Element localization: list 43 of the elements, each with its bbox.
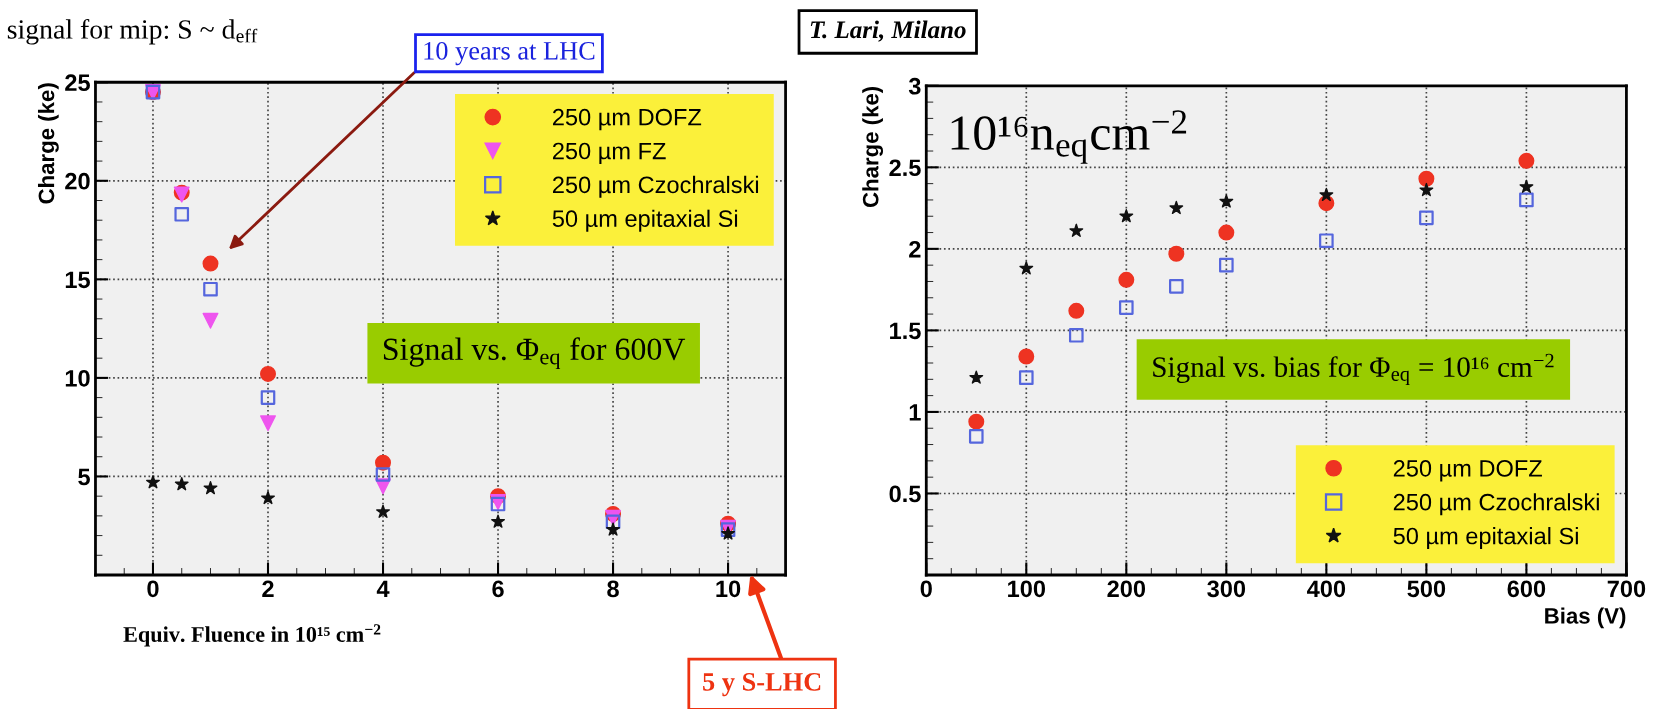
annotation: Signal vs. Φ$_{eq}$ for 600V xyxy=(383,337,686,369)
y-tick-label: 25 xyxy=(65,74,90,92)
y-axis-title: Charge (ke) xyxy=(862,86,884,208)
y-tick-label: 2.5 xyxy=(889,159,921,177)
legend-label: 50 µm epitaxial Si xyxy=(1393,527,1578,550)
x-tick-label: 300 xyxy=(1207,580,1246,598)
y-tick-label: 20 xyxy=(65,172,90,190)
legend-label: 250 µm Czochralski xyxy=(552,175,759,198)
legend-label: 250 µm FZ xyxy=(552,142,666,165)
text: 5 y S-LHC xyxy=(703,672,821,697)
x-tick-label: 6 xyxy=(492,580,504,598)
x-tick-label: 500 xyxy=(1407,580,1446,598)
x-tick-label: 4 xyxy=(376,580,390,597)
legend-label: 250 µm DOFZ xyxy=(1393,460,1542,482)
x-tick-label: 100 xyxy=(1008,580,1046,598)
text: 10 years at LHC xyxy=(424,41,595,66)
x-tick-label: 10 xyxy=(716,580,741,598)
y-tick-label: 3 xyxy=(908,77,921,95)
legend-label: 250 µm DOFZ xyxy=(552,108,702,131)
x-tick-label: 8 xyxy=(607,580,619,598)
y-tick-label: 5 xyxy=(78,468,90,486)
x-tick-label: 0 xyxy=(147,580,159,598)
legend-label: 50 µm epitaxial Si xyxy=(552,209,738,232)
y-axis-title: Charge (ke) xyxy=(37,83,59,204)
y-tick-label: 1 xyxy=(909,404,921,421)
x-axis-title: Equiv. Fluence in 10¹⁵ cm$^{−2}$ xyxy=(123,624,381,647)
x-tick-label: 700 xyxy=(1607,580,1646,598)
legend-label: 250 µm Czochralski xyxy=(1393,493,1599,516)
x-tick-label: 600 xyxy=(1507,580,1546,598)
x-tick-label: 200 xyxy=(1107,580,1146,598)
y-tick-label: 2 xyxy=(909,240,921,258)
y-tick-label: 15 xyxy=(65,271,90,289)
x-axis-title: Bias (V) xyxy=(1545,607,1626,629)
y-tick-label: 1.5 xyxy=(890,322,921,340)
y-tick-label: 0.5 xyxy=(889,485,921,503)
x-tick-label: 400 xyxy=(1307,580,1346,598)
x-tick-label: 2 xyxy=(262,580,274,597)
annotation: 10¹⁶n$_{eq}$cm$^{−2}$ xyxy=(951,110,1187,164)
chart-title: signal for mip: S ~ d$_{eff}$ xyxy=(7,18,258,45)
text: T. Lari, Milano xyxy=(810,20,966,42)
annotation: Signal vs. bias for Φ$_{eq}$ = 10¹⁶ cm$^{−2}$ xyxy=(1153,353,1554,386)
y-tick-label: 10 xyxy=(65,369,90,387)
x-tick-label: 0 xyxy=(920,580,932,598)
